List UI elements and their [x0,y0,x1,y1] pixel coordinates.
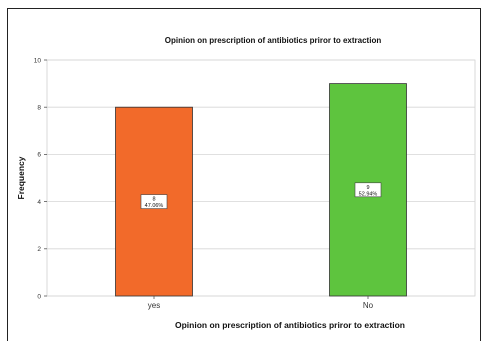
y-tick-label: 6 [37,152,41,159]
chart-title: Opinion on prescription of antibiotics p… [165,36,382,45]
y-axis-ticks: 0 2 4 6 8 10 [34,57,47,300]
x-axis-categories: yes No [148,296,374,310]
y-tick-label: 0 [37,293,41,300]
bars: 847.06% 952.94% [115,83,407,297]
x-tick-label: yes [148,301,160,310]
data-label-count: 9 [366,185,369,191]
y-tick-label: 4 [37,199,41,206]
data-label-background [140,194,168,209]
y-tick-label: 10 [34,57,42,64]
y-tick-label: 8 [37,105,41,112]
data-label-percent: 47.06% [145,203,164,209]
y-axis-label: Frequency [16,156,26,199]
data-label-box: 847.06% [140,194,168,209]
x-axis-label: Opinion on prescription of antibiotics p… [175,320,405,330]
plot-area [46,59,476,297]
x-tick-label: No [363,301,374,310]
data-label-box: 952.94% [354,182,382,198]
data-label-background [354,182,382,198]
data-label-percent: 52.94% [359,191,378,197]
y-tick-label: 2 [37,246,41,253]
data-label-count: 8 [152,197,155,203]
